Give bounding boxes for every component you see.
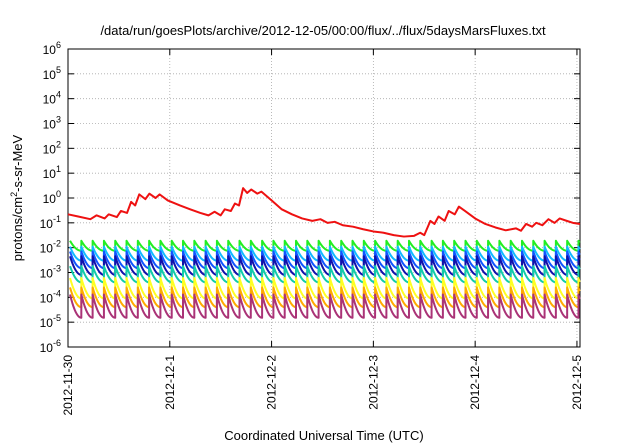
y-tick-label: 104 bbox=[43, 90, 61, 107]
x-axis-ticks: 2012-11-30 2012-12-1 2012-12-2 2012-12-3 201… bbox=[61, 49, 584, 416]
y-tick-label-exp: 6 bbox=[56, 40, 61, 50]
x-tick-label: 2012-12-2 bbox=[265, 355, 279, 410]
y-tick-label-exp: 3 bbox=[56, 115, 61, 125]
y-axis-label-rest: -s-sr-MeV bbox=[10, 134, 25, 191]
series-line-4 bbox=[69, 255, 581, 276]
x-tick-label: 2012-11-30 bbox=[61, 355, 75, 416]
y-axis-label: protons/cm2-s-sr-MeV bbox=[9, 134, 25, 261]
y-tick-label-exp: 1 bbox=[56, 164, 61, 174]
y-axis-ticks: 10-610-510-410-310-210-11001011021031041… bbox=[40, 40, 580, 355]
chart-title: /data/run/goesPlots/archive/2012-12-05/0… bbox=[100, 23, 546, 38]
y-tick-label: 101 bbox=[43, 164, 61, 181]
y-tick-label: 103 bbox=[43, 115, 61, 132]
x-tick-label: 2012-12-1 bbox=[163, 355, 177, 410]
y-tick-label-exp: 5 bbox=[56, 65, 61, 75]
y-tick-label-base: 10 bbox=[43, 93, 57, 107]
x-axis-label: Coordinated Universal Time (UTC) bbox=[224, 428, 423, 443]
y-tick-label-base: 10 bbox=[43, 118, 57, 132]
y-tick-label-exp: -3 bbox=[53, 264, 61, 274]
y-tick-label-base: 10 bbox=[40, 242, 54, 256]
y-tick-label-base: 10 bbox=[40, 217, 54, 231]
series-line-1 bbox=[69, 239, 581, 252]
y-tick-label-base: 10 bbox=[43, 192, 57, 206]
x-tick-label: 2012-12-3 bbox=[366, 355, 380, 410]
y-tick-label-base: 10 bbox=[43, 142, 57, 156]
y-tick-label: 10-6 bbox=[40, 338, 61, 355]
y-tick-label-base: 10 bbox=[43, 167, 57, 181]
y-tick-label: 10-1 bbox=[40, 214, 61, 231]
series-line-3 bbox=[69, 250, 581, 270]
x-tick-label: 2012-12-5 bbox=[570, 355, 584, 410]
y-tick-label-base: 10 bbox=[40, 267, 54, 281]
y-tick-label: 10-2 bbox=[40, 239, 61, 256]
y-tick-label-exp: -2 bbox=[53, 239, 61, 249]
y-tick-label-base: 10 bbox=[40, 341, 54, 355]
y-axis-label-sup: 2 bbox=[9, 192, 19, 197]
y-tick-label-exp: 2 bbox=[56, 139, 61, 149]
y-tick-label-exp: -6 bbox=[53, 338, 61, 348]
y-tick-label-exp: -1 bbox=[53, 214, 61, 224]
y-tick-label: 105 bbox=[43, 65, 61, 82]
series-line-2 bbox=[69, 245, 581, 262]
series-line-8 bbox=[69, 293, 581, 319]
y-tick-label: 102 bbox=[43, 139, 61, 156]
y-tick-label-exp: -4 bbox=[53, 288, 61, 298]
series-line-5 bbox=[69, 265, 581, 284]
x-tick-label: 2012-12-4 bbox=[468, 355, 482, 410]
y-tick-label: 10-5 bbox=[40, 313, 61, 330]
series-line-0 bbox=[67, 187, 581, 238]
series-line-7 bbox=[69, 286, 581, 309]
y-tick-label-exp: 4 bbox=[56, 90, 61, 100]
y-tick-label: 10-4 bbox=[40, 288, 61, 305]
series-layer bbox=[67, 187, 581, 319]
y-tick-label-exp: -5 bbox=[53, 313, 61, 323]
y-axis-label-base: protons/cm bbox=[10, 197, 25, 261]
y-tick-label-base: 10 bbox=[43, 43, 57, 57]
y-tick-label-base: 10 bbox=[40, 316, 54, 330]
series-line-6 bbox=[69, 277, 581, 300]
y-tick-label-exp: 0 bbox=[56, 189, 61, 199]
y-tick-label: 106 bbox=[43, 40, 61, 57]
y-tick-label-base: 10 bbox=[43, 68, 57, 82]
y-tick-label: 10-3 bbox=[40, 264, 61, 281]
y-tick-label-base: 10 bbox=[40, 291, 54, 305]
y-tick-label: 100 bbox=[43, 189, 61, 206]
